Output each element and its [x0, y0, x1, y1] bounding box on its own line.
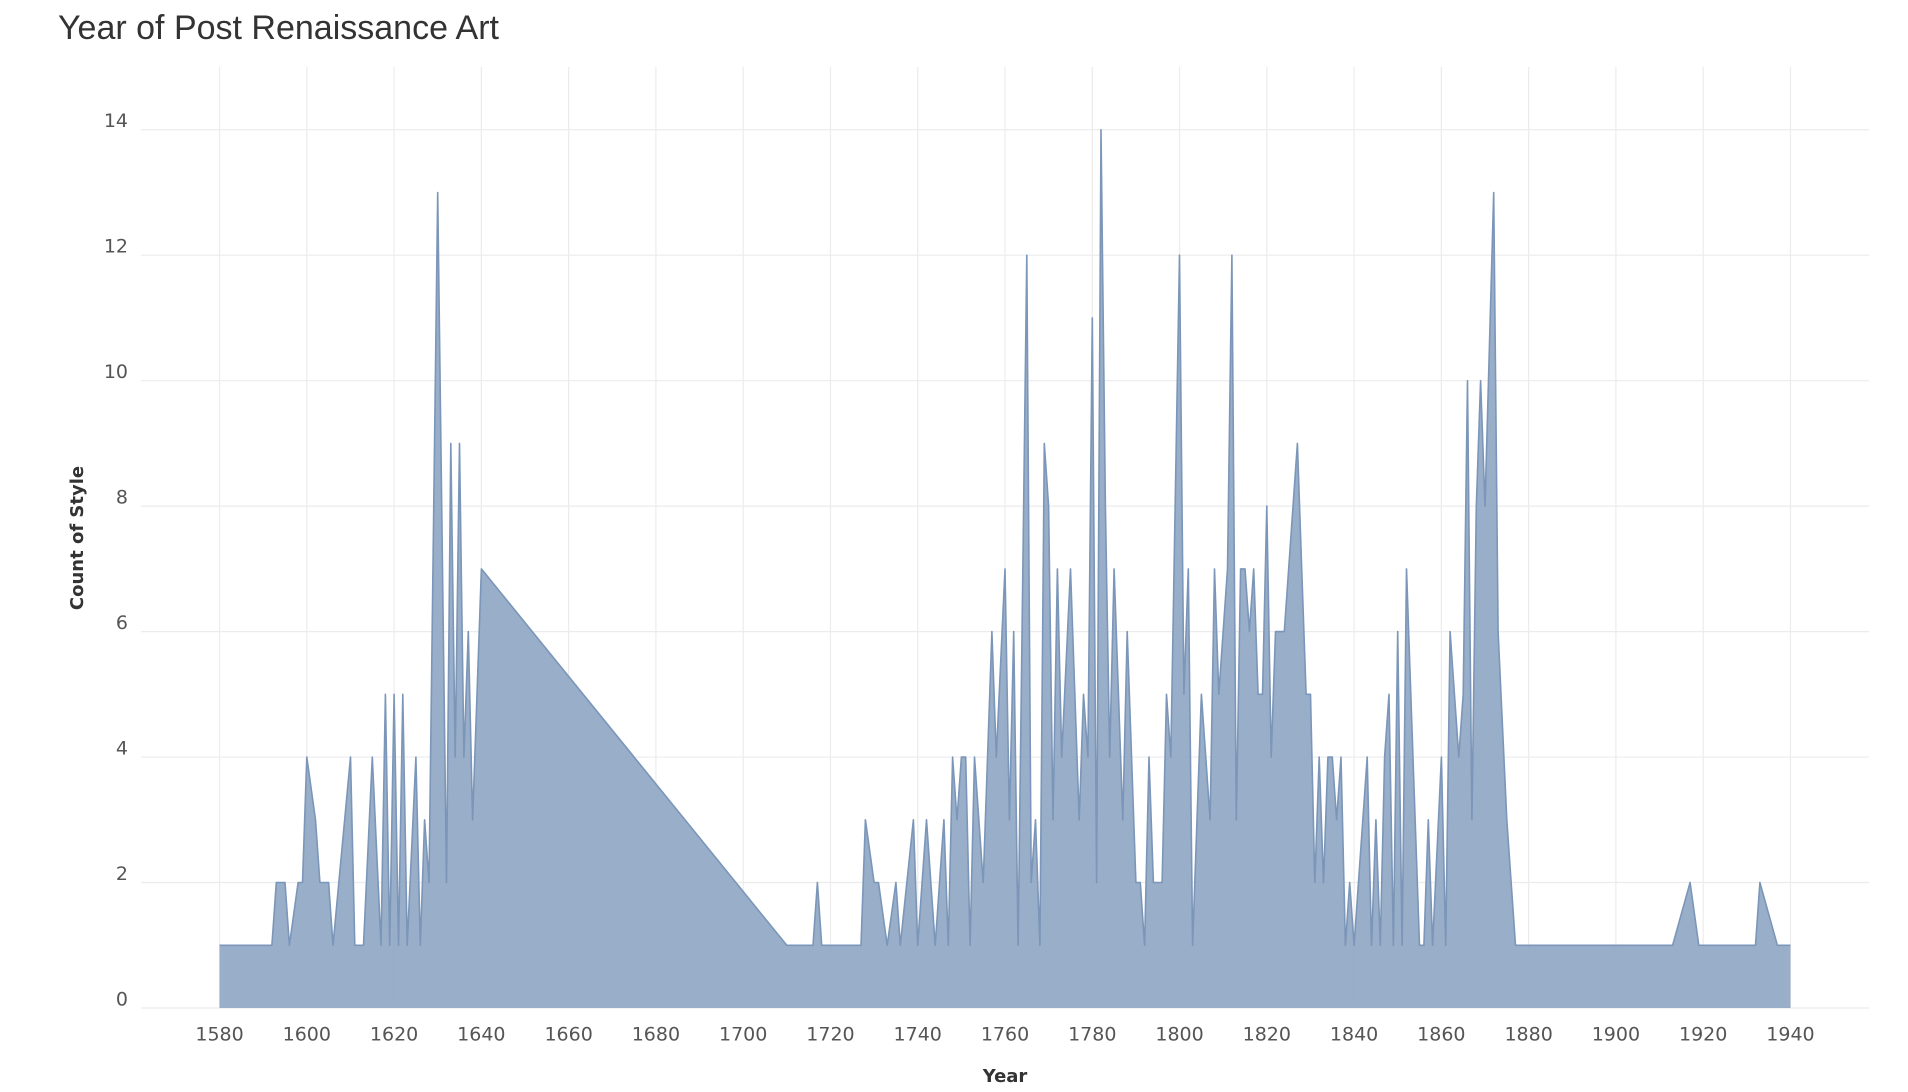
y-tick-label: 4	[116, 738, 128, 760]
x-tick-label: 1740	[894, 1024, 942, 1046]
x-tick-label: 1680	[632, 1024, 680, 1046]
x-tick-label: 1940	[1766, 1024, 1814, 1046]
y-axis-title: Count of Style	[67, 466, 88, 610]
x-tick-label: 1620	[370, 1024, 418, 1046]
area	[219, 129, 1791, 1008]
x-tick-label: 1820	[1243, 1024, 1291, 1046]
x-tick-label: 1660	[544, 1024, 592, 1046]
x-tick-label: 1640	[457, 1024, 505, 1046]
x-tick-label: 1800	[1155, 1024, 1203, 1046]
y-tick-label: 12	[104, 236, 128, 258]
x-tick-label: 1860	[1417, 1024, 1465, 1046]
x-axis-title: Year	[982, 1066, 1028, 1087]
x-tick-label: 1600	[283, 1024, 331, 1046]
chart-title: Year of Post Renaissance Art	[58, 9, 500, 47]
y-tick-label: 2	[116, 863, 128, 885]
y-tick-label: 14	[104, 110, 128, 132]
y-tick-label: 6	[116, 612, 128, 634]
x-tick-label: 1900	[1592, 1024, 1640, 1046]
x-tick-label: 1700	[719, 1024, 767, 1046]
y-tick-label: 10	[104, 361, 128, 383]
x-tick-label: 1760	[981, 1024, 1029, 1046]
x-tick-label: 1580	[195, 1024, 243, 1046]
y-tick-label: 0	[116, 989, 128, 1011]
y-tick-label: 8	[116, 487, 128, 509]
x-tick-label: 1840	[1330, 1024, 1378, 1046]
x-tick-label: 1720	[806, 1024, 854, 1046]
x-tick-label: 1780	[1068, 1024, 1116, 1046]
x-tick-label: 1920	[1679, 1024, 1727, 1046]
x-tick-label: 1880	[1504, 1024, 1552, 1046]
area-line	[219, 128, 1791, 947]
